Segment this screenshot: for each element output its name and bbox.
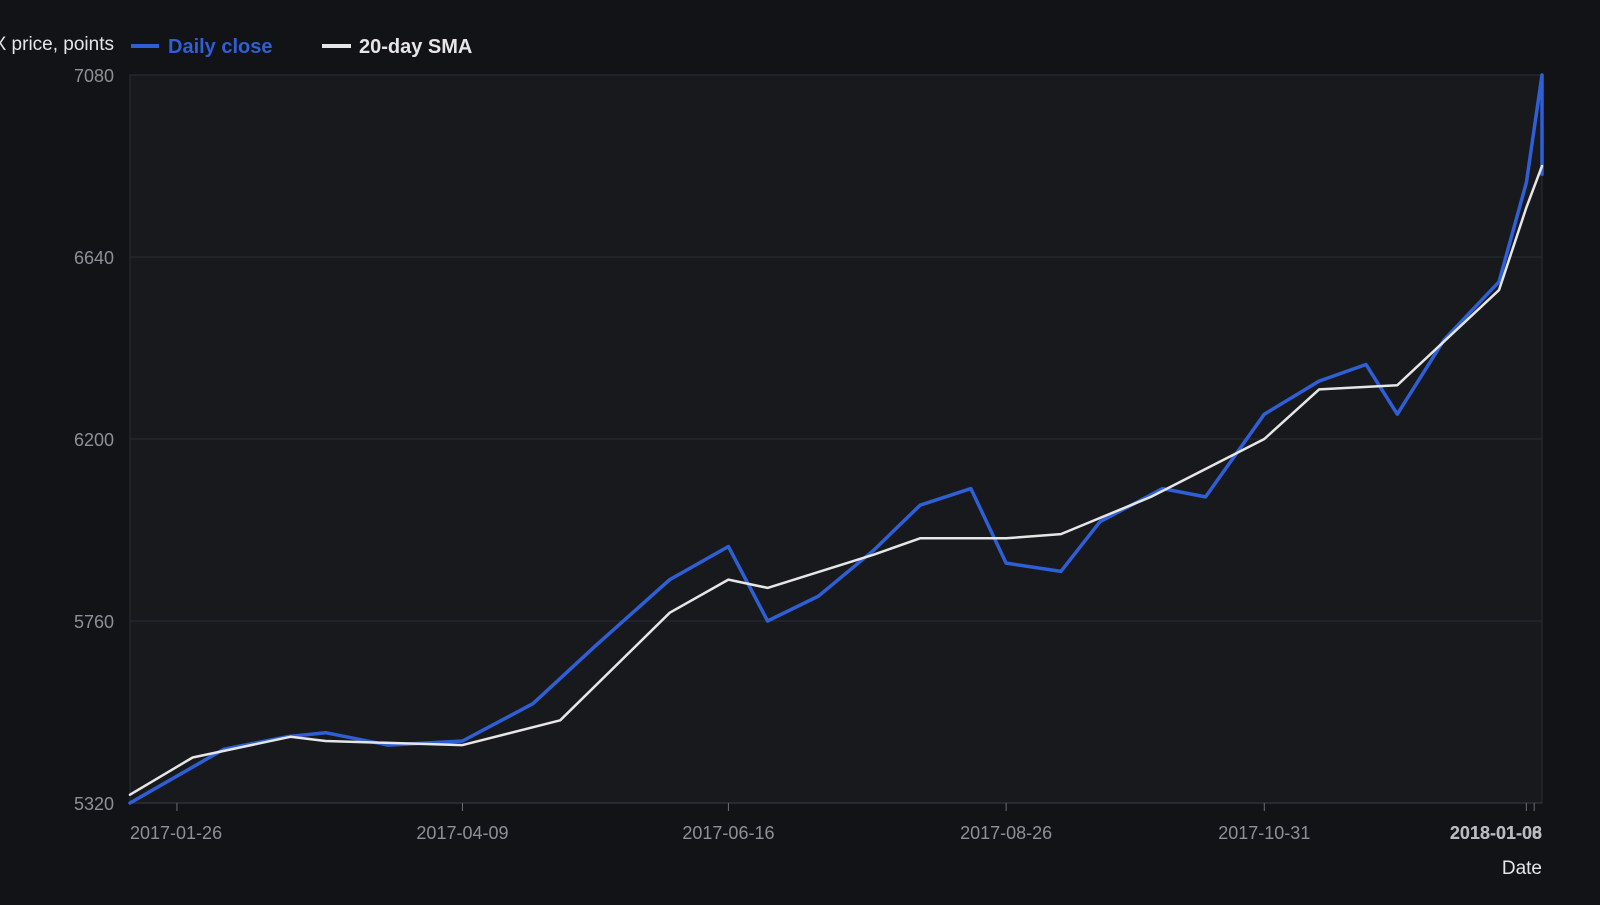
y-axis-title: SPX price, points xyxy=(0,34,114,55)
series-lines xyxy=(128,73,1544,805)
x-tick-label: 2018-01-08 xyxy=(1450,823,1542,843)
y-tick-label: 7080 xyxy=(74,66,114,86)
x-tick-label: 2017-10-31 xyxy=(1218,823,1310,843)
x-tick-label: 2017-06-16 xyxy=(682,823,774,843)
y-tick-label: 5760 xyxy=(74,612,114,632)
x-tick-label: 2017-04-09 xyxy=(416,823,508,843)
series-line-20-day-sma xyxy=(128,164,1544,796)
y-tick-label: 6640 xyxy=(74,248,114,268)
legend-label-20-day-sma: 20-day SMA xyxy=(359,36,472,58)
legend: SPX price, points Daily close 20-day SMA xyxy=(0,34,472,58)
x-tick-label: 2018-01-06 xyxy=(1450,823,1542,843)
y-tick-label: 6200 xyxy=(74,430,114,450)
legend-label-daily-close: Daily close xyxy=(168,36,273,58)
axes: 5320 5760 6200 6640 7080 2017-01-26 2017-04-09… xyxy=(74,66,1543,843)
x-tick-label: 2017-01-26 xyxy=(130,823,222,843)
y-tick-label: 5320 xyxy=(74,794,114,814)
series-line-daily-close xyxy=(128,73,1544,805)
x-axis-title: Date xyxy=(1502,858,1542,879)
x-tick-label: 2017-08-26 xyxy=(960,823,1052,843)
